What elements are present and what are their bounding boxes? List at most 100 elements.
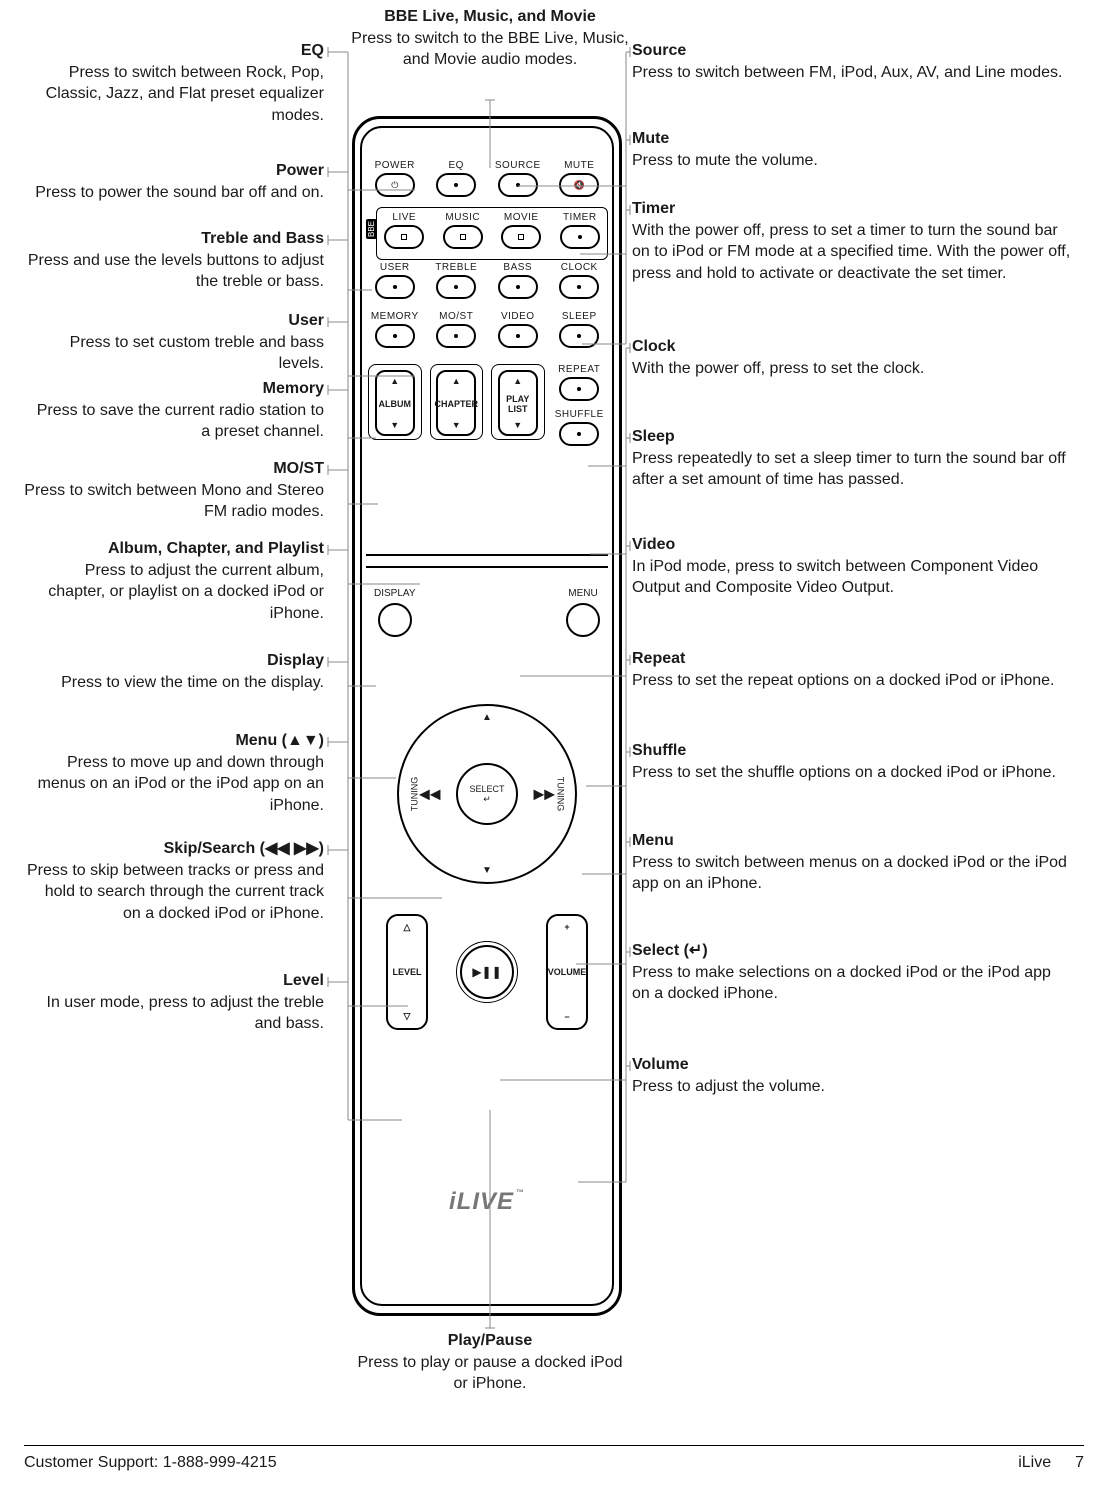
footer-brand: iLive — [1018, 1454, 1051, 1472]
timer-button[interactable] — [560, 225, 600, 249]
nav-wheel[interactable]: ▲ ▼ TUNING TUNING ◀◀ ▶▶ SELECT ↵ — [397, 704, 577, 884]
callout-right-item: SleepPress repeatedly to set a sleep tim… — [632, 426, 1072, 513]
mute-button[interactable]: 🔇 — [559, 173, 599, 197]
callout-left-item: MemoryPress to save the current radio st… — [24, 378, 324, 465]
callout-title: EQ — [24, 40, 324, 62]
volume-down-icon: − — [564, 1012, 569, 1022]
callout-title: Menu — [632, 830, 1072, 852]
enter-icon: ↵ — [483, 794, 491, 805]
callout-right-item: VolumePress to adjust the volume. — [632, 1054, 1072, 1119]
label-most: MO/ST — [428, 311, 486, 322]
label-video: VIDEO — [489, 311, 547, 322]
clock-button[interactable] — [559, 275, 599, 299]
callout-desc: Press to view the time on the display. — [61, 674, 324, 691]
level-up-icon: △ — [404, 922, 411, 933]
label-chapter: CHAPTER — [435, 399, 479, 409]
label-album: ALBUM — [379, 399, 412, 409]
label-power: POWER — [366, 160, 424, 171]
callout-right-item: MenuPress to switch between menus on a d… — [632, 830, 1072, 917]
callout-desc: Press to switch between menus on a docke… — [632, 854, 1067, 893]
remote-upper: POWER⏻ EQ SOURCE MUTE🔇 BBE LIVE MUSIC MO… — [366, 158, 608, 538]
callout-right-item: VideoIn iPod mode, press to switch betwe… — [632, 534, 1072, 621]
callout-right-item: MutePress to mute the volume. — [632, 128, 1072, 193]
music-button[interactable] — [443, 225, 483, 249]
nav-up-icon: ▲ — [482, 712, 492, 723]
treble-button[interactable] — [436, 275, 476, 299]
callout-left-item: LevelIn user mode, press to adjust the t… — [24, 970, 324, 1057]
label-repeat: REPEAT — [551, 364, 609, 375]
callout-title: Album, Chapter, and Playlist — [24, 538, 324, 560]
callout-right-item: TimerWith the power off, press to set a … — [632, 198, 1072, 306]
brand-logo: iLIVE™ — [449, 1188, 525, 1216]
callout-title: Video — [632, 534, 1072, 556]
callout-desc: Press to play or pause a docked iPod or … — [357, 1354, 622, 1393]
row-3: USER TREBLE BASS CLOCK — [366, 260, 608, 309]
label-user: USER — [366, 262, 424, 273]
footer: Customer Support: 1-888-999-4215 iLive 7 — [24, 1445, 1084, 1472]
volume-rocker[interactable]: + VOLUME − — [546, 914, 588, 1030]
most-button[interactable] — [436, 324, 476, 348]
callout-desc: Press to power the sound bar off and on. — [35, 184, 324, 201]
album-rocker[interactable]: ▲ALBUM▼ — [375, 370, 415, 436]
level-rocker[interactable]: △ LEVEL ▽ — [386, 914, 428, 1030]
callout-desc: Press to mute the volume. — [632, 152, 818, 169]
level-volume-row: △ LEVEL ▽ ▶❚❚ + VOLUME − — [366, 914, 608, 1030]
callout-top: BBE Live, Music, and Movie Press to swit… — [350, 6, 630, 71]
callout-title: Select (↵) — [632, 940, 1072, 962]
playlist-rocker[interactable]: ▲PLAY LIST▼ — [498, 370, 538, 436]
callout-title: Repeat — [632, 648, 1072, 670]
play-ring — [456, 941, 518, 1003]
callout-desc: In user mode, press to adjust the treble… — [47, 994, 324, 1033]
row-1: POWER⏻ EQ SOURCE MUTE🔇 — [366, 158, 608, 207]
callout-bottom: Play/Pause Press to play or pause a dock… — [350, 1330, 630, 1395]
display-button[interactable] — [378, 603, 412, 637]
callout-left-item: PowerPress to power the sound bar off an… — [24, 160, 324, 225]
eq-button[interactable] — [436, 173, 476, 197]
label-memory: MEMORY — [366, 311, 424, 322]
label-timer: TIMER — [553, 212, 608, 223]
callout-title: Display — [24, 650, 324, 672]
label-sleep: SLEEP — [551, 311, 609, 322]
shuffle-button[interactable] — [559, 422, 599, 446]
callout-desc: Press to switch to the BBE Live, Music, … — [351, 30, 628, 69]
callout-desc: With the power off, press to set a timer… — [632, 222, 1070, 282]
menu-button[interactable] — [566, 603, 600, 637]
callout-title: Timer — [632, 198, 1072, 220]
callout-left-item: Display Press to view the time on the dis… — [24, 650, 324, 715]
repeat-button[interactable] — [559, 377, 599, 401]
label-playlist: PLAY LIST — [500, 394, 536, 414]
callout-right-item: RepeatPress to set the repeat options on… — [632, 648, 1072, 713]
play-pause-button[interactable]: ▶❚❚ — [460, 945, 514, 999]
label-select: SELECT — [469, 784, 504, 794]
logo-text: iLIVE — [449, 1188, 514, 1215]
callout-left-item: Menu (▲▼)Press to move up and down throu… — [24, 730, 324, 838]
live-button[interactable] — [384, 225, 424, 249]
callout-desc: Press to move up and down through menus … — [38, 754, 324, 814]
callout-desc: In iPod mode, press to switch between Co… — [632, 558, 1038, 597]
sleep-button[interactable] — [559, 324, 599, 348]
chapter-rocker[interactable]: ▲CHAPTER▼ — [436, 370, 476, 436]
power-button[interactable]: ⏻ — [375, 173, 415, 197]
label-eq: EQ — [428, 160, 486, 171]
callout-title: MO/ST — [24, 458, 324, 480]
tm-icon: ™ — [516, 1188, 525, 1197]
row-2: LIVE MUSIC MOVIE TIMER — [376, 207, 608, 260]
skip-fwd-icon: ▶▶ — [533, 786, 555, 803]
page: BBE Live, Music, and Movie Press to swit… — [0, 0, 1108, 1496]
remote-divider — [366, 554, 608, 568]
user-button[interactable] — [375, 275, 415, 299]
source-button[interactable] — [498, 173, 538, 197]
footer-page: 7 — [1075, 1454, 1084, 1472]
movie-button[interactable] — [501, 225, 541, 249]
memory-button[interactable] — [375, 324, 415, 348]
bass-button[interactable] — [498, 275, 538, 299]
remote: POWER⏻ EQ SOURCE MUTE🔇 BBE LIVE MUSIC MO… — [352, 116, 622, 1316]
nav-down-icon: ▼ — [482, 865, 492, 876]
callout-right-item: SourcePress to switch between FM, iPod, … — [632, 40, 1072, 105]
label-clock: CLOCK — [551, 262, 609, 273]
callout-right-item: ShufflePress to set the shuffle options … — [632, 740, 1072, 805]
select-button[interactable]: SELECT ↵ — [456, 763, 518, 825]
callout-desc: Press to set custom treble and bass leve… — [70, 334, 324, 373]
video-button[interactable] — [498, 324, 538, 348]
label-treble: TREBLE — [428, 262, 486, 273]
